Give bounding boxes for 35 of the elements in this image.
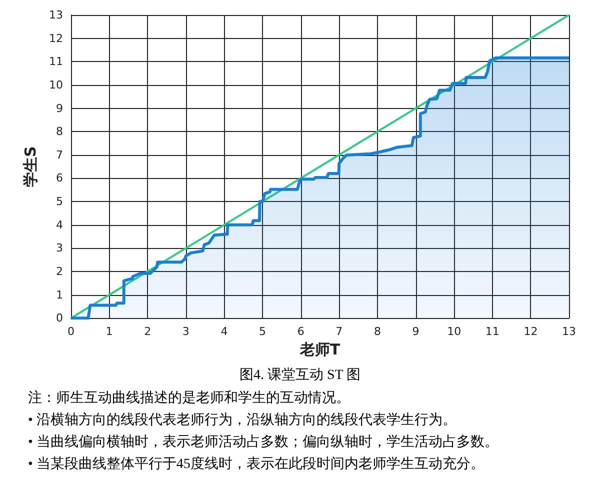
y-tick-label: 7 [56,148,63,162]
x-tick-label: 10 [447,325,462,338]
y-tick-label: 0 [56,312,63,325]
x-tick-label: 5 [259,325,266,338]
x-tick-label: 4 [220,325,228,338]
y-tick-label: 5 [56,195,63,208]
y-tick-label: 2 [56,264,63,278]
text: 注：师生互动曲线描述的是老师和学生的互动情况。 [28,389,351,408]
x-tick-label: 1 [106,325,113,338]
y-tick-label: 1 [56,288,63,302]
text: • 沿横轴方向的线段代表老师行为，沿纵轴方向的线段代表学生行为。 [28,411,458,430]
text: 图4. 课堂互动 ST 图 [238,366,362,384]
x-tick-label: 0 [68,325,74,338]
x-tick-label: 3 [182,325,190,338]
x-axis-title: 老师T [298,340,341,358]
text: • 当某段曲线整体平行于45度线时，表示在此段时间内老师学生互动充分。 [28,455,486,474]
y-tick-label: 6 [56,172,63,185]
text: • 当曲线偏向横轴时，表示老师活动占多数；偏向纵轴时，学生活动占多数。 [28,434,500,452]
y-tick-label: 10 [49,78,63,92]
x-tick-label: 7 [336,325,343,338]
x-tick-label: 9 [412,325,420,338]
x-tick-label: 11 [485,325,500,338]
y-tick-label: 11 [49,55,63,68]
y-tick-label: 12 [49,32,63,45]
x-tick-label: 13 [562,325,576,338]
y-tick-label: 3 [56,242,63,255]
y-tick-label: 4 [56,218,63,232]
x-tick-label: 6 [297,325,304,338]
y-tick-label: 13 [49,8,63,22]
x-tick-label: 8 [374,325,381,338]
y-tick-label: 9 [56,102,63,115]
y-tick-label: 8 [56,125,63,138]
x-tick-label: 12 [524,325,538,338]
x-tick-label: 2 [144,325,152,338]
y-axis-title: 学生S [22,146,40,187]
